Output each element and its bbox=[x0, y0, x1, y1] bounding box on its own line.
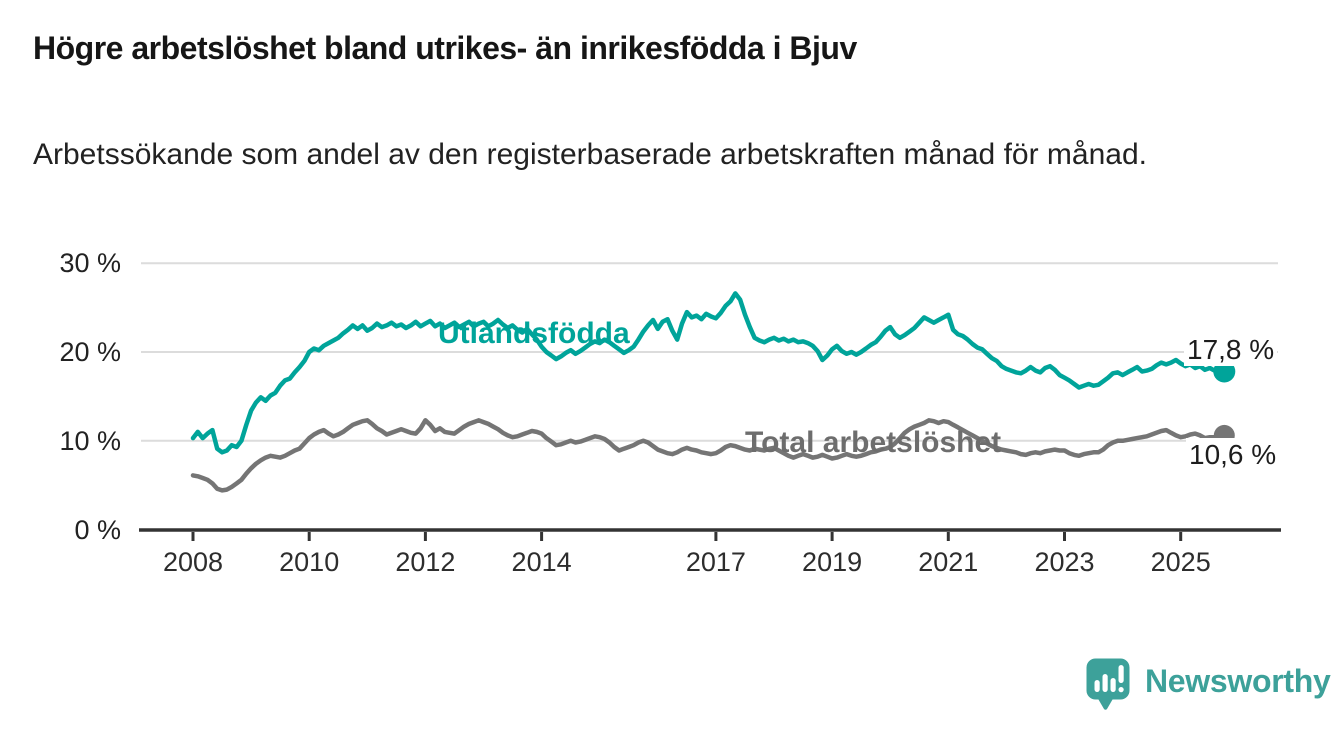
series-line-utlandsf-dda bbox=[190, 291, 1227, 455]
chart-subtitle: Arbetssökande som andel av den registerb… bbox=[33, 138, 1147, 171]
newsworthy-logo-text: Newsworthy bbox=[1145, 663, 1331, 699]
x-axis-label-2008: 2008 bbox=[162, 547, 224, 577]
y-axis-label-10: 10 % bbox=[59, 425, 121, 456]
x-axis-label-2014: 2014 bbox=[511, 547, 572, 577]
end-value-label-utlandsfodda: 17,8 % bbox=[1184, 333, 1278, 366]
x-axis-label-2010: 2010 bbox=[279, 547, 340, 577]
y-axis-label-20: 20 % bbox=[59, 337, 121, 367]
y-axis-label-0: 0 % bbox=[74, 514, 121, 545]
newsworthy-logo: Newsworthy bbox=[1085, 657, 1331, 710]
newsworthy-logo-icon bbox=[1086, 658, 1130, 710]
x-axis-label-2021: 2021 bbox=[918, 547, 979, 577]
series-label-utlandsfodda: Utlandsfödda bbox=[438, 317, 630, 350]
x-axis-label-2012: 2012 bbox=[395, 547, 456, 577]
series-line-total-arbetsl-shet bbox=[190, 418, 1227, 493]
x-axis-label-2023: 2023 bbox=[1034, 547, 1095, 577]
x-axis-label-2025: 2025 bbox=[1150, 547, 1211, 577]
end-value-label-total-arbetsloshet: 10,6 % bbox=[1186, 438, 1280, 471]
chart-title: Högre arbetslöshet bland utrikes- än inr… bbox=[33, 30, 857, 66]
x-axis-label-2017: 2017 bbox=[685, 547, 746, 577]
series-label-total-arbetsloshet: Total arbetslöshet bbox=[745, 426, 1002, 459]
x-axis-label-2019: 2019 bbox=[802, 547, 863, 577]
y-axis-label-30: 30 % bbox=[59, 248, 121, 279]
series-end-dot bbox=[1213, 360, 1236, 383]
